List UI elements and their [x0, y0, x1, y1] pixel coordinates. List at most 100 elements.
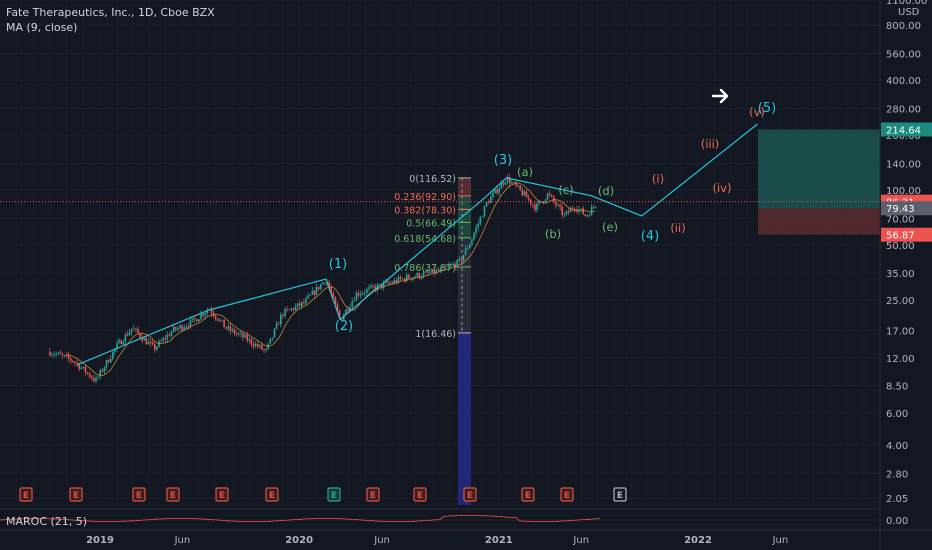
earnings-marker: E	[413, 487, 427, 502]
earnings-badge	[613, 487, 627, 502]
price-axis-tick: 35.00	[886, 269, 915, 280]
candle-body	[196, 319, 198, 322]
candle-body	[139, 333, 141, 338]
candle-body	[578, 209, 580, 212]
candle-body	[122, 341, 125, 345]
candle-body	[517, 185, 519, 187]
candle-body	[332, 293, 335, 297]
wave-label-impulse: (iv)	[713, 181, 732, 195]
candle-body	[353, 300, 356, 302]
candle-body	[319, 284, 322, 290]
candle-body	[317, 286, 320, 290]
candle-body	[76, 362, 78, 364]
candle-body	[441, 266, 444, 269]
chart-title[interactable]: Fate Therapeutics, Inc., 1D, Cboe BZX	[6, 6, 215, 19]
candle-body	[445, 266, 448, 268]
candle-body	[513, 182, 515, 183]
stop-price-tag-bg	[881, 227, 932, 242]
candle-body	[114, 348, 116, 352]
candle-body	[145, 337, 148, 345]
candle-body	[103, 367, 106, 372]
candle-body	[427, 271, 429, 273]
candle-body	[238, 333, 240, 335]
time-axis-label: Jun	[373, 535, 390, 546]
candle-body	[393, 280, 396, 284]
candle-body	[101, 370, 104, 372]
candle-body	[124, 334, 127, 342]
candle-body	[151, 342, 154, 345]
candle-body	[107, 360, 110, 363]
candle-body	[126, 334, 129, 336]
earnings-marker: E	[366, 487, 380, 502]
candle-body	[250, 338, 253, 345]
earnings-marker: E	[132, 487, 146, 502]
candle-body	[385, 281, 387, 283]
time-axis-label: Jun	[772, 535, 789, 546]
candle-body	[494, 189, 496, 193]
candle-body	[286, 309, 288, 310]
candle-body	[61, 354, 64, 356]
wave-label-corrective: (e)	[602, 220, 618, 234]
candle-body	[324, 282, 326, 284]
candle-body	[496, 189, 498, 194]
wave-label-primary: (1)	[329, 257, 347, 272]
candle-body	[149, 342, 152, 343]
candle-body	[397, 277, 400, 283]
price-axis-tick: 800.00	[886, 21, 921, 32]
price-axis-tick: 1100.00	[886, 0, 927, 7]
candle-body	[525, 191, 528, 198]
time-axis-label: 2021	[485, 535, 513, 546]
candle-body	[475, 227, 477, 234]
candle-body	[483, 206, 486, 217]
fibonacci-retracement[interactable]: 0(116.52) 0.236(92.90) 0.382(78.30) 0.5(66.…	[394, 174, 471, 505]
candle-body	[206, 310, 209, 314]
entry-price-tag-bg	[881, 201, 932, 216]
candle-body	[576, 209, 578, 212]
candle-body	[158, 341, 160, 347]
candle-body	[177, 328, 179, 330]
time-axis-label: Jun	[572, 535, 589, 546]
candle-body	[175, 326, 177, 330]
wave-label-primary: (3)	[494, 153, 512, 168]
fib-zone-mid	[458, 195, 471, 238]
candle-body	[466, 248, 469, 250]
target-price-tag: 214.64	[886, 125, 921, 136]
earnings-letter: E	[331, 491, 337, 501]
candle-body	[382, 282, 385, 288]
target-price-tag-bg	[881, 122, 932, 137]
candle-body	[458, 258, 461, 260]
earnings-badge	[413, 487, 427, 502]
candle-body	[59, 352, 62, 355]
wave-label-primary: (5)	[758, 101, 776, 116]
price-axis-tick: 17.00	[886, 326, 915, 337]
price-axis-tick: 100.00	[886, 186, 921, 197]
candle-body	[162, 338, 165, 342]
earnings-marker: E	[463, 487, 477, 502]
long-position-tool[interactable]	[0, 129, 880, 235]
candle-body	[582, 208, 585, 215]
candle-body	[254, 343, 257, 347]
candle-body	[389, 282, 391, 284]
time-axis[interactable]: 2019 Jun 2020 Jun 2021 Jun 2022 Jun	[0, 529, 932, 546]
oscillator-label[interactable]: MAROC (21, 5)	[6, 515, 88, 528]
price-axis[interactable]: 1100.00 800.00 560.00 400.00 280.00 200.00 140…	[879, 0, 932, 550]
candle-body	[550, 194, 553, 197]
candle-body	[403, 278, 406, 282]
candle-body	[435, 270, 438, 274]
ma-indicator-label[interactable]: MA (9, close)	[6, 21, 78, 34]
candle-body	[414, 276, 417, 278]
earnings-letter: E	[467, 491, 473, 501]
fib-zone-top	[458, 177, 471, 196]
candle-body	[523, 191, 526, 196]
candle-body	[399, 277, 402, 279]
candle-body	[521, 189, 524, 196]
candle-body	[351, 301, 354, 307]
candle-body	[309, 294, 312, 296]
elliott-wave-lines[interactable]	[76, 123, 758, 366]
price-axis-tick: 140.00	[886, 159, 921, 170]
candle-body	[147, 342, 150, 345]
candle-body	[244, 334, 246, 338]
stop-price-tag: 56.87	[886, 231, 915, 242]
